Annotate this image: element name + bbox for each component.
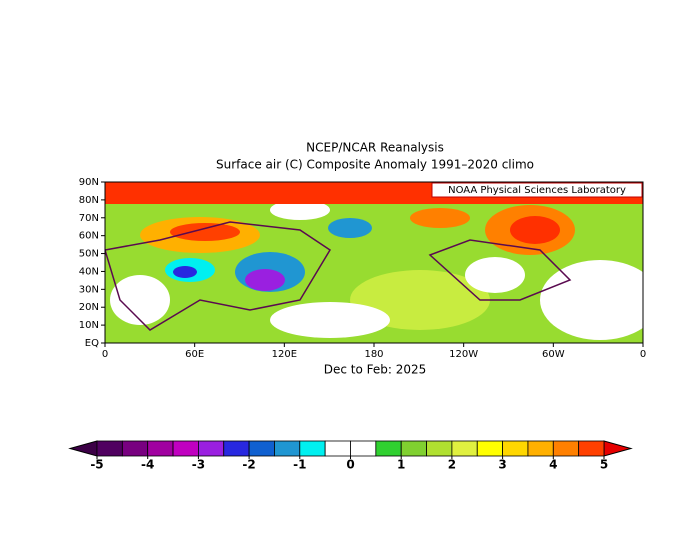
colorbar-tick-label: 3: [498, 458, 506, 472]
y-tick-label: 90N: [79, 177, 99, 188]
field-fill: [170, 223, 240, 241]
field-fill: [270, 302, 390, 338]
colorbar-box: [248, 440, 275, 457]
map-field: [104, 181, 644, 344]
y-tick-label: 30N: [79, 284, 99, 295]
colorbar-box: [274, 440, 301, 457]
colorbar-box: [476, 440, 504, 457]
x-tick-label: 120W: [449, 349, 478, 360]
colorbar-box: [324, 440, 351, 457]
x-tick-label: 0: [640, 349, 646, 360]
colorbar-box: [400, 440, 427, 457]
colorbar-tick-label: -1: [293, 458, 306, 472]
y-tick-label: 80N: [79, 195, 99, 206]
field-fill: [245, 269, 285, 291]
colorbar-box: [197, 440, 225, 457]
y-tick-label: 20N: [79, 302, 99, 313]
colorbar-box: [96, 440, 123, 457]
field-fill: [465, 257, 525, 293]
colorbar-box: [578, 440, 605, 457]
colorbar-box: [451, 440, 478, 457]
x-axis-label: Dec to Feb: 2025: [324, 363, 427, 377]
field-fill: [410, 208, 470, 228]
field-fill: [540, 260, 643, 340]
colorbar-box: [121, 440, 149, 457]
colorbar-box: [375, 440, 402, 457]
colorbar-box: [172, 440, 199, 457]
colorbar-tick-label: -4: [141, 458, 154, 472]
x-tick-label: 60E: [185, 349, 204, 360]
colorbar-tick-label: 4: [549, 458, 557, 472]
annotation: NOAA Physical Sciences Laboratory: [448, 185, 626, 196]
y-tick-label: 60N: [79, 231, 99, 242]
y-tick-label: 70N: [79, 213, 99, 224]
colorbar-box: [426, 440, 453, 457]
y-tick-label: 40N: [79, 266, 99, 277]
colorbar-box: [299, 440, 326, 457]
colorbar-tick-label: 5: [600, 458, 608, 472]
colorbar-box: [350, 440, 377, 457]
x-tick-label: 180: [364, 349, 383, 360]
field-fill: [510, 216, 560, 244]
colorbar-box: [223, 440, 250, 457]
colorbar-box: [502, 440, 529, 457]
colorbar-tick-label: -3: [192, 458, 205, 472]
field-fill: [173, 266, 197, 278]
field-fill: [110, 275, 170, 325]
x-tick-label: 120E: [272, 349, 297, 360]
field-fill: [328, 218, 372, 238]
colorbar-tick-label: -5: [90, 458, 103, 472]
colorbar-box: [527, 440, 554, 457]
colorbar-tick-label: 0: [346, 458, 354, 472]
y-tick-label: 50N: [79, 249, 99, 260]
colorbar-tick-label: -2: [242, 458, 255, 472]
subtitle: Surface air (C) Composite Anomaly 1991–2…: [216, 158, 534, 172]
y-tick-label: EQ: [85, 338, 99, 349]
y-tick-label: 10N: [79, 320, 99, 331]
x-tick-label: 0: [102, 349, 108, 360]
field-fill: [270, 200, 330, 220]
colorbar-box: [147, 440, 174, 457]
coastline: [105, 221, 572, 331]
colorbar-tick-label: 1: [397, 458, 405, 472]
colorbar-tick-label: 2: [448, 458, 456, 472]
annotation-box: [431, 182, 643, 198]
x-tick-label: 60W: [542, 349, 565, 360]
title: NCEP/NCAR Reanalysis: [306, 141, 444, 155]
colorbar-box: [552, 440, 580, 457]
